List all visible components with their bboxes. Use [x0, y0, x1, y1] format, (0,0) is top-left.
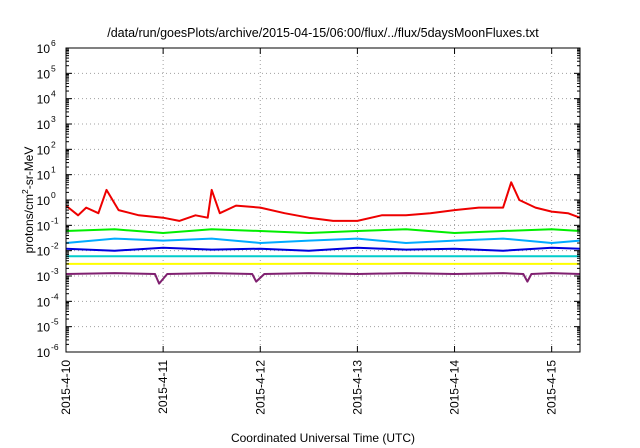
- y-tick-label-exponent: -4: [51, 291, 59, 301]
- series-line-2: [65, 228, 581, 234]
- x-tick-label: 2015-4-11: [156, 360, 170, 414]
- y-tick-label: 10: [37, 93, 51, 107]
- series-lines: [65, 181, 581, 285]
- y-tick-label-exponent: 2: [51, 139, 56, 149]
- y-tick-label: 10: [37, 169, 51, 183]
- x-tick-label: 2015-4-13: [350, 360, 364, 415]
- y-tick-label: 10: [37, 346, 51, 360]
- y-axis-label-text: protons/cm2-sr-MeV: [20, 147, 36, 254]
- y-tick-label: 10: [37, 321, 51, 335]
- chart-title: /data/run/goesPlots/archive/2015-04-15/0…: [107, 26, 539, 40]
- series-line-3: [65, 237, 581, 244]
- y-tick-label-exponent: 5: [51, 63, 56, 73]
- series-line-4: [65, 246, 581, 252]
- y-tick-label: 10: [37, 219, 51, 233]
- grid: [66, 48, 580, 352]
- y-axis-label: protons/cm2-sr-MeV: [20, 147, 36, 254]
- y-axis-label-tail: -sr-MeV: [22, 147, 36, 190]
- y-tick-label: 10: [37, 118, 51, 132]
- x-tick-label: 2015-4-10: [59, 360, 73, 415]
- axis-ticks: 10 -610 -510 -410 -310 -210 -110 010 110 210 310 41…: [37, 38, 580, 415]
- y-tick-label-exponent: -5: [51, 317, 59, 327]
- x-tick-label: 2015-4-12: [253, 360, 267, 415]
- x-tick-label: 2015-4-15: [545, 360, 559, 415]
- y-tick-label: 10: [37, 245, 51, 259]
- y-tick-label: 10: [37, 42, 51, 56]
- y-tick-label: 10: [37, 270, 51, 284]
- y-tick-label-exponent: 6: [51, 38, 56, 48]
- y-tick-label-exponent: 1: [51, 165, 56, 175]
- y-axis-label-sup: 2: [20, 189, 30, 194]
- y-tick-label: 10: [37, 67, 51, 81]
- y-tick-label: 10: [37, 194, 51, 208]
- y-tick-label: 10: [37, 295, 51, 309]
- y-tick-label-exponent: 0: [51, 190, 56, 200]
- series-line-7: [65, 272, 581, 285]
- x-axis-label: Coordinated Universal Time (UTC): [231, 431, 415, 445]
- x-tick-label: 2015-4-14: [448, 360, 462, 415]
- y-axis-label-main: protons/cm: [22, 194, 36, 253]
- y-tick-label-exponent: 3: [51, 114, 56, 124]
- y-tick-label: 10: [37, 143, 51, 157]
- series-line-1: [65, 181, 581, 222]
- y-tick-label-exponent: -2: [51, 241, 59, 251]
- y-tick-label-exponent: -1: [51, 215, 59, 225]
- y-tick-label-exponent: -6: [51, 342, 59, 352]
- y-tick-label-exponent: 4: [51, 89, 56, 99]
- y-tick-label-exponent: -3: [51, 266, 59, 276]
